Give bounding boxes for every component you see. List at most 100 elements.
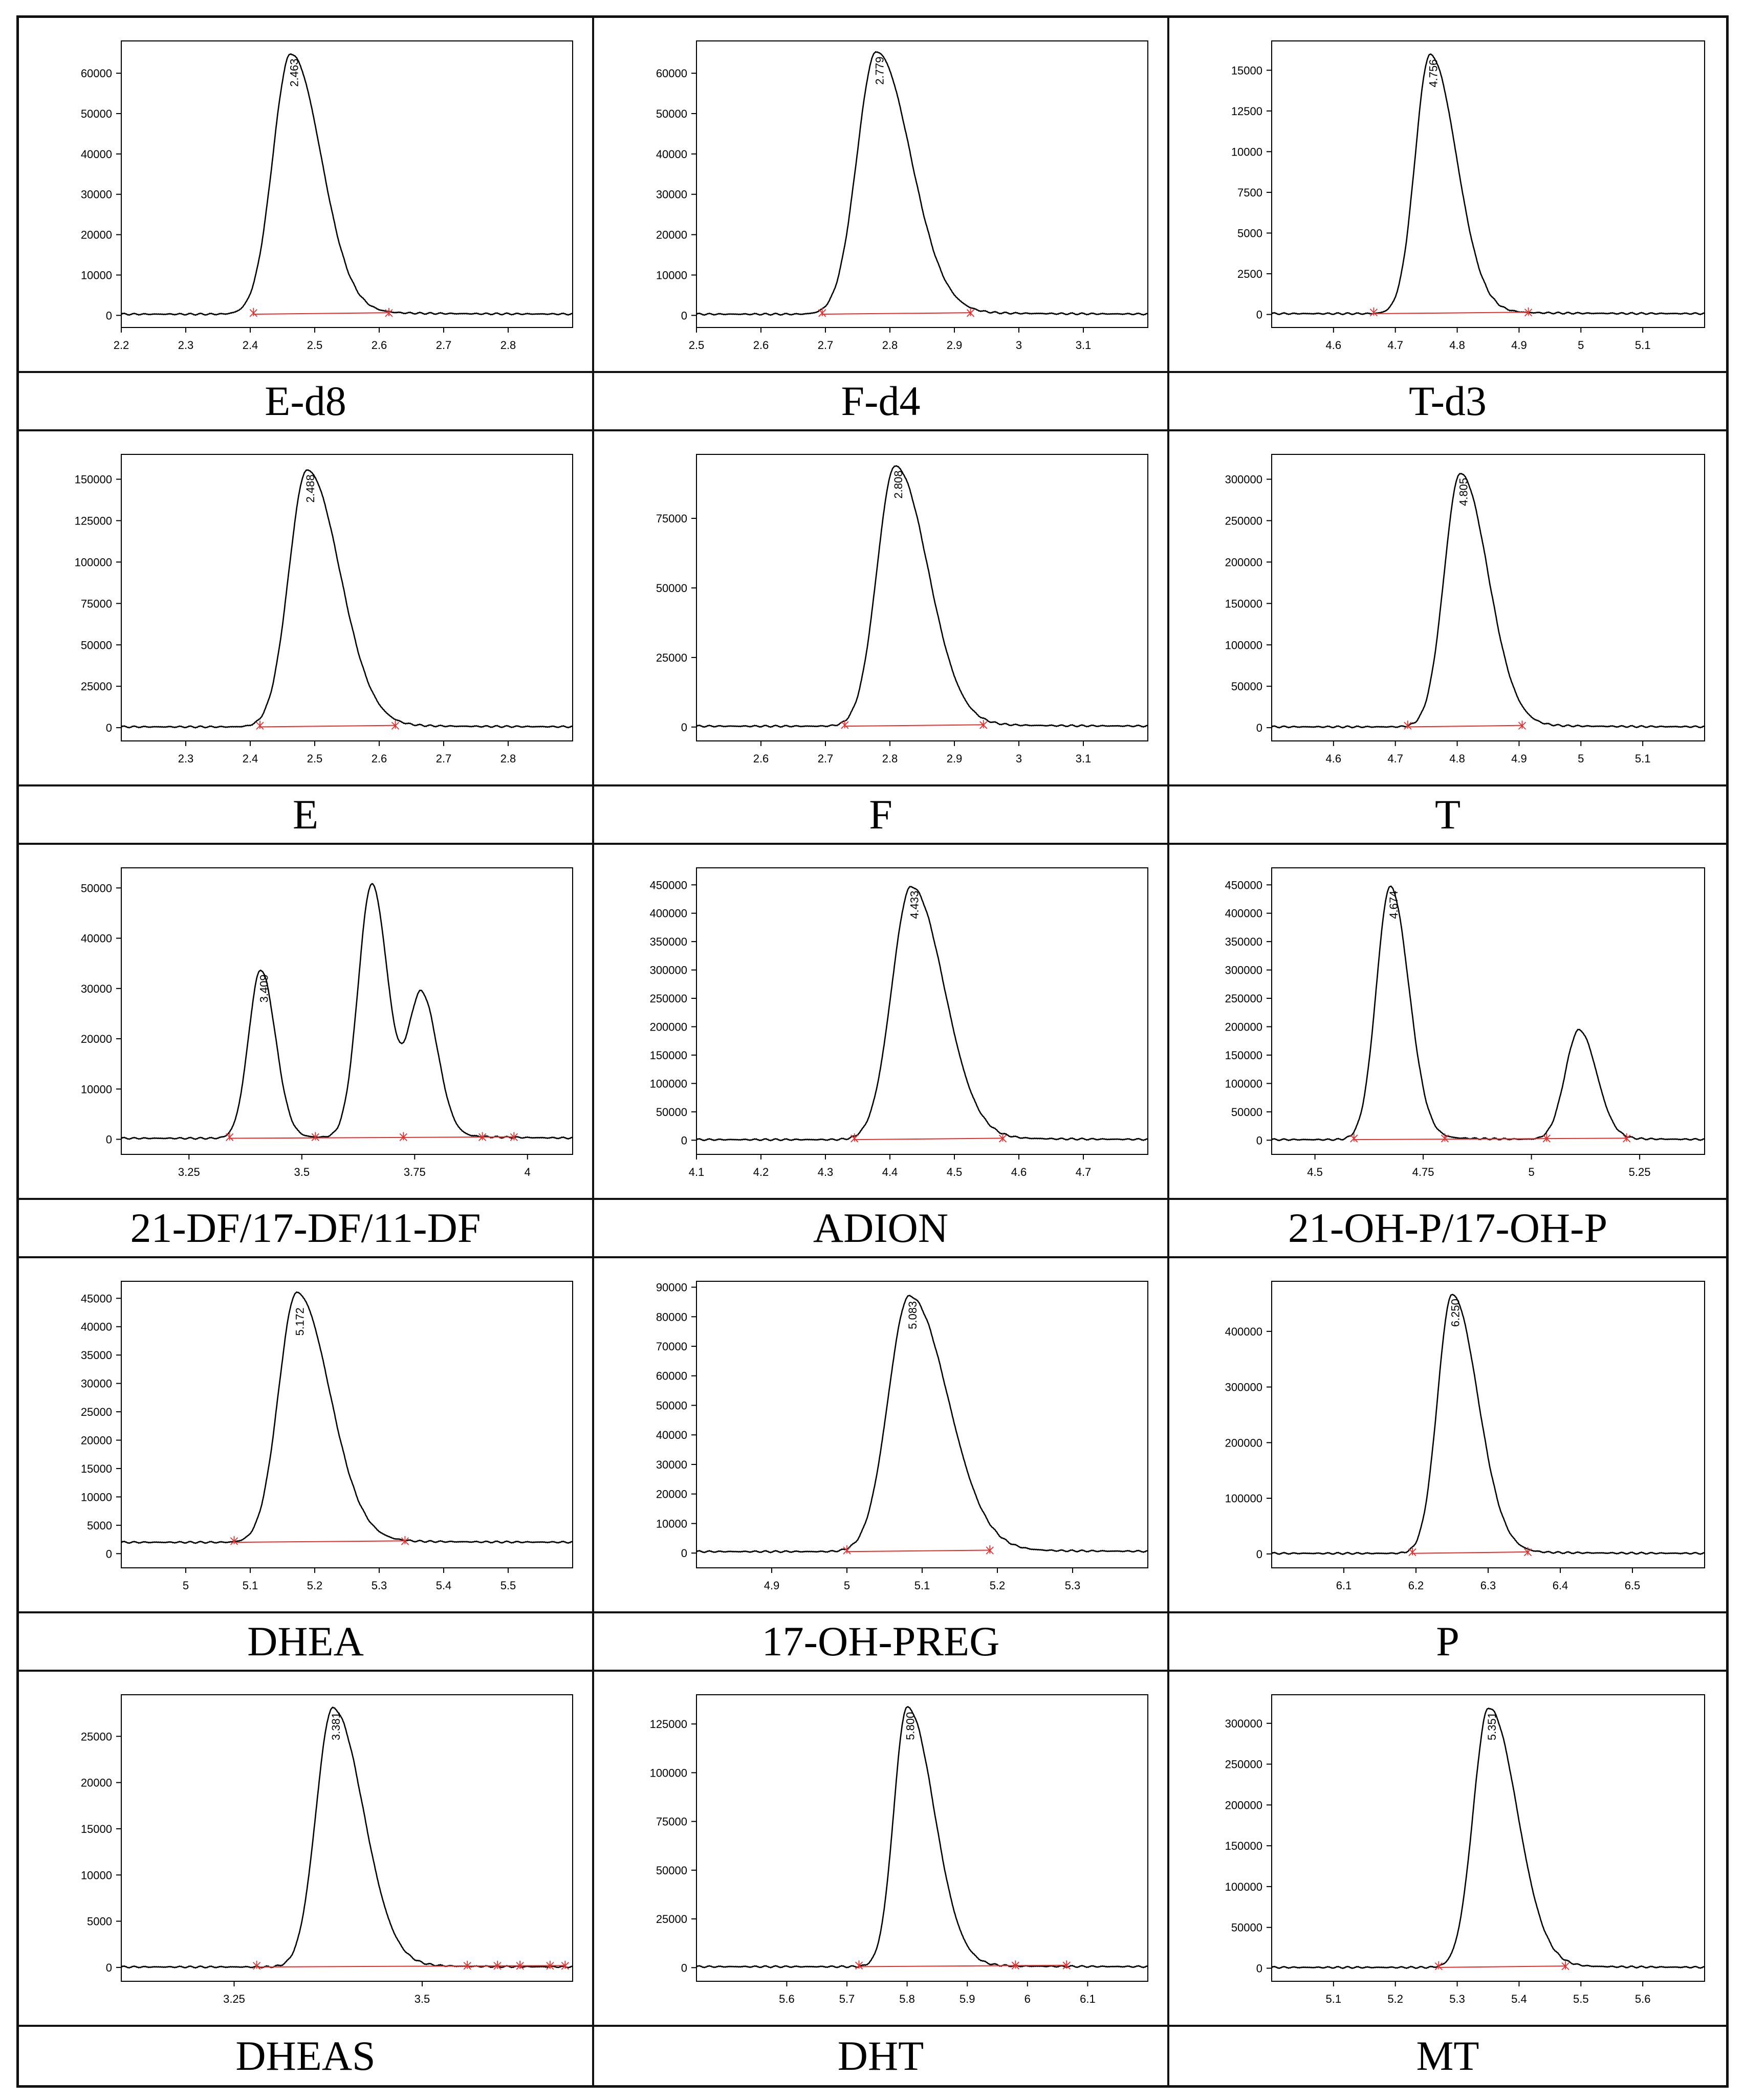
x-tick-label: 5.4 <box>436 1579 452 1592</box>
y-tick-label: 80000 <box>656 1310 687 1323</box>
peak-label: 5.800 <box>904 1712 917 1740</box>
chromatogram-svg: 2.6 2.7 2.8 2.9 3 3.1 0 25000 50000 75000 2.808 <box>656 454 1148 765</box>
x-tick-label: 6.1 <box>1080 1993 1096 2005</box>
y-tick-label: 0 <box>1256 1134 1262 1147</box>
y-tick-label: 40000 <box>81 1321 112 1333</box>
y-tick-label: 35000 <box>81 1349 112 1362</box>
x-tick-label: 2.3 <box>178 752 194 765</box>
chart-cell: 3.25 3.5 0 5000 10000 15000 20000 25000 3.381 <box>19 1672 594 2027</box>
peak-label: 2.488 <box>304 474 317 502</box>
chart-caption: ADION <box>594 1200 1169 1258</box>
y-tick-label: 300000 <box>1225 1381 1262 1394</box>
y-tick-label: 100000 <box>1225 1492 1262 1505</box>
y-tick-label: 250000 <box>1225 992 1262 1005</box>
x-tick-label: 5.2 <box>990 1579 1006 1592</box>
x-tick-label: 2.5 <box>689 339 705 352</box>
x-tick-label: 2.7 <box>436 339 452 352</box>
y-tick-label: 350000 <box>650 935 687 948</box>
y-tick-label: 20000 <box>81 1033 112 1045</box>
x-tick-label: 4.5 <box>1307 1166 1323 1178</box>
y-tick-label: 70000 <box>656 1340 687 1353</box>
chromatogram-trace <box>121 883 573 1140</box>
x-tick-label: 5 <box>1578 339 1584 352</box>
y-tick-label: 50000 <box>81 107 112 120</box>
x-tick-label: 5.5 <box>500 1579 516 1592</box>
y-tick-label: 2500 <box>1237 268 1262 280</box>
chromatogram-svg: 5.6 5.7 5.8 5.9 6 6.1 0 25000 50000 75000 100000 12… <box>650 1694 1148 2005</box>
y-tick-label: 40000 <box>656 148 687 161</box>
integration-baseline <box>1412 1551 1528 1554</box>
chromatogram-trace <box>121 1291 573 1544</box>
y-tick-label: 250000 <box>650 992 687 1005</box>
y-tick-label: 450000 <box>650 879 687 891</box>
y-tick-label: 400000 <box>650 907 687 920</box>
y-tick-label: 50000 <box>656 582 687 595</box>
y-tick-label: 10000 <box>656 1517 687 1530</box>
x-tick-label: 3.5 <box>415 1993 430 2005</box>
integration-baseline <box>256 1965 565 1967</box>
baseline-marker <box>493 1960 502 1970</box>
chart-cell: 3.25 3.5 3.75 4 0 10000 20000 30000 40000 50000 3.… <box>19 845 594 1200</box>
x-tick-label: 4.6 <box>1011 1166 1027 1178</box>
chromatogram-svg: 5 5.1 5.2 5.3 5.4 5.5 0 5000 10000 15000 20000 2500… <box>81 1281 573 1592</box>
y-tick-label: 200000 <box>1225 1799 1262 1811</box>
y-tick-label: 20000 <box>656 1488 687 1501</box>
peak-label: 5.351 <box>1486 1712 1498 1740</box>
y-tick-label: 50000 <box>656 107 687 120</box>
x-tick-label: 4 <box>525 1166 531 1178</box>
chart-caption: E-d8 <box>19 373 594 431</box>
chart-caption: F <box>594 786 1169 845</box>
baseline-marker <box>998 1133 1007 1143</box>
y-tick-label: 200000 <box>1225 1436 1262 1449</box>
x-tick-label: 6.1 <box>1336 1579 1352 1592</box>
baseline-marker <box>1062 1960 1071 1970</box>
y-tick-label: 50000 <box>656 1399 687 1412</box>
peak-label: 3.409 <box>258 974 271 1002</box>
y-tick-label: 0 <box>106 1547 112 1560</box>
chart-caption: E <box>19 786 594 845</box>
x-tick-label: 5.1 <box>1635 752 1651 765</box>
integration-baseline <box>234 1540 405 1543</box>
x-tick-label: 2.8 <box>500 339 516 352</box>
plot-frame <box>121 1281 573 1568</box>
chart-caption: F-d4 <box>594 373 1169 431</box>
chart-cell: 5.1 5.2 5.3 5.4 5.5 5.6 0 50000 100000 150000 2000… <box>1169 1672 1726 2027</box>
baseline-marker <box>385 308 393 317</box>
baseline-marker <box>1011 1960 1019 1970</box>
chart-caption: 21-DF/17-DF/11-DF <box>19 1200 594 1258</box>
y-tick-label: 250000 <box>1225 514 1262 527</box>
y-tick-label: 30000 <box>656 1458 687 1471</box>
chromatogram-trace <box>696 1295 1148 1554</box>
y-tick-label: 100000 <box>1225 1880 1262 1893</box>
x-tick-label: 4.4 <box>882 1166 898 1178</box>
x-tick-label: 2.6 <box>372 339 387 352</box>
chromatogram-trace <box>696 886 1148 1142</box>
y-tick-label: 40000 <box>81 148 112 161</box>
y-tick-label: 75000 <box>656 1815 687 1828</box>
x-tick-label: 3.5 <box>294 1166 310 1178</box>
baseline-marker <box>1561 1961 1569 1971</box>
baseline-marker <box>311 1132 319 1141</box>
y-tick-label: 50000 <box>81 639 112 651</box>
y-tick-label: 25000 <box>81 680 112 693</box>
chromatogram-svg: 3.25 3.5 3.75 4 0 10000 20000 30000 40000 50000 3.… <box>81 867 573 1178</box>
baseline-marker <box>1404 720 1412 730</box>
chromatogram-svg: 4.6 4.7 4.8 4.9 5 5.1 0 2500 5000 7500 10000 12500 1… <box>1231 40 1705 352</box>
chromatogram-svg: 2.5 2.6 2.7 2.8 2.9 3 3.1 0 10000 20000 30000 40000… <box>656 40 1148 352</box>
baseline-marker <box>401 1536 409 1545</box>
chart-caption: DHT <box>594 2027 1169 2085</box>
x-tick-label: 2.9 <box>947 752 963 765</box>
peak-label: 4.756 <box>1427 59 1440 88</box>
y-tick-label: 50000 <box>1231 680 1262 693</box>
y-tick-label: 30000 <box>81 982 112 995</box>
x-tick-label: 3.25 <box>178 1166 200 1178</box>
x-tick-label: 2.6 <box>753 752 769 765</box>
chromatogram-trace <box>696 1705 1148 1968</box>
x-tick-label: 4.3 <box>818 1166 834 1178</box>
y-tick-label: 15000 <box>1231 64 1262 77</box>
x-tick-label: 4.75 <box>1412 1166 1434 1178</box>
x-tick-label: 5.25 <box>1629 1166 1651 1178</box>
y-tick-label: 100000 <box>650 1077 687 1090</box>
peak-label: 5.172 <box>294 1307 307 1336</box>
y-tick-label: 7500 <box>1237 186 1262 199</box>
